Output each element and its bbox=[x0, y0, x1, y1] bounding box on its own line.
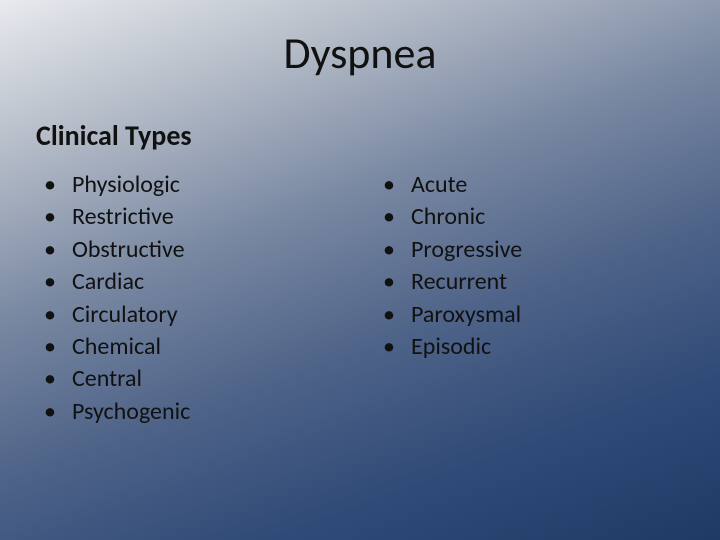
slide-title: Dyspnea bbox=[0, 0, 720, 100]
list-item: Central bbox=[36, 363, 345, 395]
list-item: Acute bbox=[375, 169, 684, 201]
list-item: Chemical bbox=[36, 331, 345, 363]
slide: Dyspnea Clinical Types Physiologic Restr… bbox=[0, 0, 720, 540]
left-list: Physiologic Restrictive Obstructive Card… bbox=[36, 169, 345, 428]
left-column: Physiologic Restrictive Obstructive Card… bbox=[36, 169, 345, 428]
list-item: Recurrent bbox=[375, 266, 684, 298]
content-columns: Physiologic Restrictive Obstructive Card… bbox=[0, 163, 720, 428]
list-item: Restrictive bbox=[36, 201, 345, 233]
list-item: Episodic bbox=[375, 331, 684, 363]
list-item: Psychogenic bbox=[36, 396, 345, 428]
list-item: Chronic bbox=[375, 201, 684, 233]
list-item: Physiologic bbox=[36, 169, 345, 201]
right-list: Acute Chronic Progressive Recurrent Paro… bbox=[375, 169, 684, 363]
list-item: Circulatory bbox=[36, 299, 345, 331]
slide-subtitle: Clinical Types bbox=[0, 100, 720, 163]
list-item: Obstructive bbox=[36, 234, 345, 266]
right-column: Acute Chronic Progressive Recurrent Paro… bbox=[345, 169, 684, 428]
list-item: Paroxysmal bbox=[375, 299, 684, 331]
list-item: Progressive bbox=[375, 234, 684, 266]
list-item: Cardiac bbox=[36, 266, 345, 298]
